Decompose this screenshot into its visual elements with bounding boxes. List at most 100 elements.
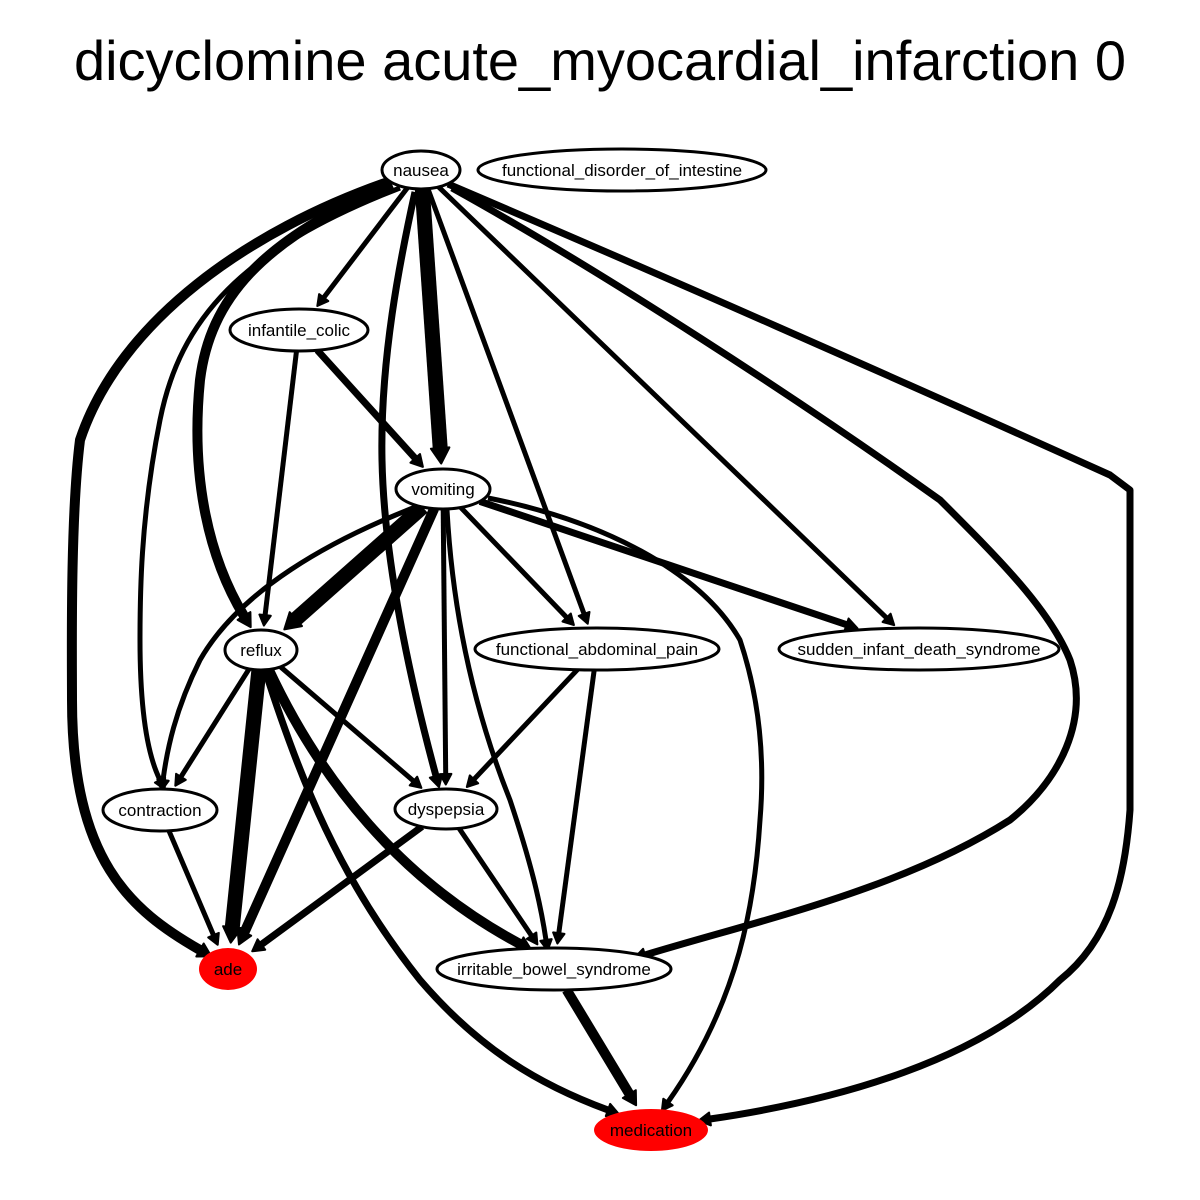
edge-arrowhead: [207, 931, 220, 946]
edge-nausea-to-sudden_infant_death_syndrome: [436, 185, 896, 627]
edge-functional_abdominal_pain-to-dyspepsia: [465, 667, 580, 788]
edge-arrowhead: [316, 293, 330, 307]
edge-line: [458, 505, 569, 620]
node-shape: [101, 787, 219, 833]
edge-nausea-to-functional_abdominal_pain: [425, 187, 591, 625]
node-reflux: reflux: [223, 628, 299, 672]
edge-reflux-to-ade: [222, 669, 267, 944]
edge-vomiting-to-medication: [487, 495, 765, 1112]
node-nausea: nausea: [380, 149, 462, 191]
edge-line: [457, 826, 534, 938]
edge-reflux-to-contraction: [174, 667, 252, 787]
node-shape: [777, 626, 1061, 672]
edge-arrowhead: [561, 612, 575, 626]
node-functional_abdominal_pain: functional_abdominal_pain: [473, 626, 721, 672]
edge-arrowhead: [236, 611, 252, 629]
edge-infantile_colic-to-reflux: [258, 350, 299, 627]
edge-line: [166, 829, 216, 937]
node-shape: [476, 147, 768, 193]
node-irritable_bowel_syndrome: irritable_bowel_syndrome: [435, 946, 673, 992]
edge-arrowhead: [577, 611, 591, 625]
edge-vomiting-to-ade: [236, 506, 439, 946]
edge-arrowhead: [429, 446, 451, 465]
edge-reflux-to-dyspepsia: [278, 664, 423, 789]
edge-arrowhead: [409, 453, 424, 468]
edge-arrowhead: [222, 925, 243, 944]
edge-nausea-to-vomiting: [414, 188, 451, 465]
edge-arrowhead: [660, 1097, 674, 1112]
edge-arrowhead: [408, 775, 423, 789]
edge-nausea-to-dyspepsia: [378, 191, 444, 789]
edge-line: [425, 187, 587, 615]
edge-arrowhead: [236, 928, 253, 946]
edge-line: [414, 188, 448, 449]
edge-arrowhead: [525, 931, 539, 946]
edge-line: [178, 667, 252, 779]
node-vomiting: vomiting: [394, 467, 492, 511]
edge-vomiting-to-dyspepsia: [438, 508, 453, 786]
nodes-layer: nausea functional_disorder_of_intestinein…: [101, 147, 1061, 1151]
edge-line: [262, 350, 299, 616]
edge-line: [224, 669, 267, 928]
node-medication: medication: [594, 1109, 708, 1151]
node-shape: [473, 626, 721, 672]
edge-arrowhead: [621, 1089, 638, 1107]
node-label: functional_disorder_of_intestine: [502, 161, 742, 180]
edge-line: [450, 184, 1080, 959]
edge-line: [263, 665, 523, 949]
edge-nausea-to-infantile_colic: [316, 186, 410, 307]
node-dyspepsia: dyspepsia: [393, 787, 499, 831]
edge-line: [487, 495, 765, 1104]
edge-arrowhead: [258, 613, 272, 627]
edge-nausea-to-irritable_bowel_syndrome: [450, 184, 1080, 963]
edge-dyspepsia-to-irritable_bowel_syndrome: [457, 826, 539, 946]
edge-line: [446, 180, 1134, 1123]
edge-line: [160, 503, 419, 781]
edge-irritable_bowel_syndrome-to-medication: [562, 987, 638, 1107]
edge-line: [192, 179, 394, 619]
node-label: functional_abdominal_pain: [496, 640, 698, 659]
edge-vomiting-to-contraction: [156, 503, 419, 792]
node-sudden_infant_death_syndrome: sudden_infant_death_syndrome: [777, 626, 1061, 672]
node-functional_disorder_of_intestine: functional_disorder_of_intestine: [476, 147, 768, 193]
node-label: dyspepsia: [408, 800, 485, 819]
edge-arrowhead: [283, 611, 303, 631]
edge-arrowhead: [251, 938, 267, 953]
node-label: vomiting: [411, 480, 474, 499]
node-shape: [435, 946, 673, 992]
edge-vomiting-to-functional_abdominal_pain: [458, 505, 575, 626]
edge-line: [562, 987, 634, 1097]
edge-line: [259, 823, 425, 948]
edge-nausea-to-ade: [66, 177, 390, 958]
edge-arrowhead: [539, 938, 553, 952]
edge-line: [239, 506, 439, 935]
edges-layer: [66, 177, 1134, 1127]
node-label: contraction: [118, 801, 201, 820]
node-shape: [594, 1109, 708, 1151]
edge-line: [436, 185, 889, 620]
edge-arrowhead: [881, 612, 896, 627]
edge-line: [440, 508, 449, 775]
edge-arrowhead: [156, 778, 170, 792]
edge-arrowhead: [428, 773, 444, 789]
node-label: irritable_bowel_syndrome: [457, 960, 651, 979]
node-label: nausea: [393, 161, 449, 180]
edge-infantile_colic-to-vomiting: [314, 347, 424, 468]
node-ade: ade: [199, 948, 257, 990]
node-contraction: contraction: [101, 787, 219, 833]
edge-dyspepsia-to-ade: [251, 823, 425, 953]
node-shape: [380, 149, 462, 191]
edge-line: [278, 664, 416, 783]
edge-line: [556, 669, 597, 934]
edge-vomiting-to-irritable_bowel_syndrome: [444, 509, 553, 952]
edge-functional_abdominal_pain-to-irritable_bowel_syndrome: [552, 669, 597, 945]
edge-line: [472, 667, 580, 782]
node-label: ade: [214, 960, 242, 979]
edge-nausea-to-contraction: [137, 185, 401, 791]
edge-arrowhead: [174, 772, 187, 787]
edge-vomiting-to-reflux: [283, 501, 428, 631]
edge-line: [378, 191, 440, 777]
edge-line: [314, 347, 418, 461]
edge-arrowhead: [195, 942, 213, 958]
